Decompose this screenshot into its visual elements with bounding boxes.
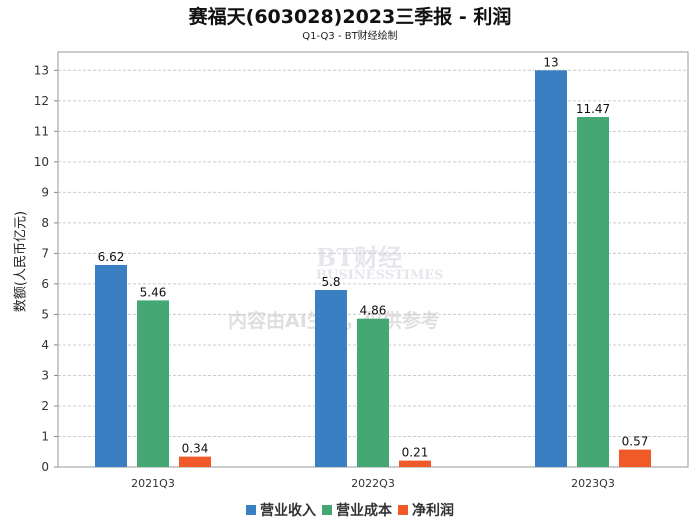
data-label: 0.57 <box>622 435 649 449</box>
y-tick-label: 4 <box>41 338 49 352</box>
bar-营业成本 <box>137 300 169 467</box>
bar-营业收入 <box>95 264 127 467</box>
data-label: 0.21 <box>402 446 429 460</box>
bar-营业收入 <box>315 290 347 467</box>
y-tick-label: 9 <box>41 185 49 199</box>
watermark-logo: BT财经 <box>316 243 403 272</box>
bar-净利润 <box>619 449 651 467</box>
y-tick-label: 13 <box>34 63 49 77</box>
legend-swatch <box>322 505 332 515</box>
data-label: 4.86 <box>360 304 387 318</box>
legend-label: 营业收入 <box>260 503 316 519</box>
y-tick-label: 7 <box>41 246 49 260</box>
data-label: 0.34 <box>182 442 209 456</box>
y-tick-label: 6 <box>41 277 49 291</box>
legend-item[interactable]: 营业收入 <box>246 500 316 520</box>
watermark-logo-en: BUSINESSTIMES <box>316 268 444 283</box>
data-label: 5.46 <box>140 285 167 299</box>
legend-label: 净利润 <box>412 503 454 519</box>
y-tick-label: 1 <box>41 429 49 443</box>
bar-净利润 <box>399 460 431 467</box>
y-tick-label: 2 <box>41 399 49 413</box>
data-label: 11.47 <box>576 102 610 116</box>
chart-title: 赛福天(603028)2023三季报 - 利润 <box>188 6 512 28</box>
legend-label: 营业成本 <box>336 503 392 519</box>
y-tick-label: 8 <box>41 216 49 230</box>
y-tick-label: 0 <box>41 460 49 474</box>
legend: 营业收入 营业成本 净利润 <box>0 500 700 520</box>
y-tick-label: 5 <box>41 307 49 321</box>
x-tick-label: 2021Q3 <box>131 477 175 490</box>
data-label: 6.62 <box>98 250 125 264</box>
legend-swatch <box>246 505 256 515</box>
bar-营业收入 <box>535 70 567 467</box>
bar-营业成本 <box>357 318 389 467</box>
x-tick-label: 2023Q3 <box>571 477 615 490</box>
y-tick-label: 3 <box>41 368 49 382</box>
legend-swatch <box>398 505 408 515</box>
bar-营业成本 <box>577 116 609 467</box>
y-tick-label: 10 <box>34 155 49 169</box>
chart-subtitle: Q1-Q3 - BT财经绘制 <box>302 31 398 42</box>
data-label: 5.8 <box>321 275 340 289</box>
y-tick-label: 12 <box>34 94 49 108</box>
legend-item[interactable]: 营业成本 <box>322 500 392 520</box>
data-label: 13 <box>543 55 558 69</box>
legend-item[interactable]: 净利润 <box>398 500 454 520</box>
x-tick-label: 2022Q3 <box>351 477 395 490</box>
bar-净利润 <box>179 456 211 467</box>
y-tick-label: 11 <box>34 124 49 138</box>
